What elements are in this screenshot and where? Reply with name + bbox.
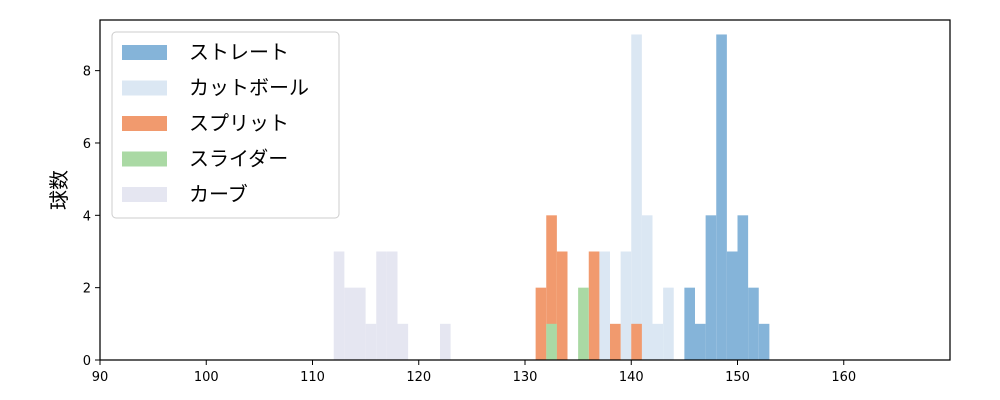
x-tick-label-7: 160	[831, 370, 856, 385]
legend-frame	[111, 31, 340, 219]
bar-2-4	[726, 251, 738, 360]
y-axis: 0 2 4 6 8	[83, 65, 100, 369]
bar-4-0	[546, 323, 557, 360]
y-tick-label-4: 8	[83, 65, 91, 80]
y-tick-label-0: 0	[83, 354, 91, 369]
y-axis-label: 球数	[47, 170, 71, 210]
bars-layer	[333, 34, 770, 361]
x-tick-label-4: 130	[513, 370, 538, 385]
x-tick-label-0: 90	[92, 370, 109, 385]
x-tick-label-2: 110	[300, 370, 325, 385]
legend-label-1: カットボール	[189, 76, 309, 100]
y-tick-label-1: 2	[83, 282, 91, 297]
bar-0-6	[397, 323, 409, 360]
bar-2-5	[737, 215, 749, 360]
legend-swatch-3	[122, 151, 167, 167]
bar-4-1	[578, 287, 589, 360]
bar-2-7	[758, 323, 770, 360]
bar-1-5	[652, 323, 664, 360]
legend-swatch-1	[122, 80, 167, 96]
bar-3-1	[546, 215, 557, 360]
x-axis: 90 100 110 120 130 140 150 160	[92, 360, 856, 385]
bar-3-4	[610, 323, 621, 360]
legend-label-4: カーブ	[189, 182, 248, 206]
bar-0-3	[365, 323, 377, 360]
bar-1-4	[641, 215, 653, 360]
bar-1-1	[599, 251, 610, 360]
bar-2-1	[695, 323, 706, 360]
bar-2-2	[705, 215, 717, 360]
x-tick-label-5: 140	[619, 370, 644, 385]
bar-2-3	[716, 34, 727, 361]
bar-3-3	[588, 251, 600, 360]
bar-2-6	[748, 287, 759, 360]
bar-0-5	[386, 251, 398, 360]
bar-0-1	[344, 287, 355, 360]
y-tick-label-3: 6	[83, 137, 91, 152]
legend-label-2: スプリット	[189, 111, 289, 135]
bar-3-2	[556, 251, 568, 360]
bar-0-4	[376, 251, 387, 360]
bar-2-0	[684, 287, 695, 360]
legend-swatch-2	[122, 116, 167, 131]
bar-3-0	[535, 287, 547, 360]
x-tick-label-1: 100	[194, 370, 219, 385]
legend-label-3: スライダー	[189, 147, 288, 171]
bar-1-6	[663, 287, 674, 360]
legend-label-0: ストレート	[189, 40, 289, 64]
bar-0-0	[333, 251, 345, 360]
bar-1-2	[620, 251, 632, 360]
x-tick-label-3: 120	[406, 370, 431, 385]
bar-3-5	[631, 323, 642, 360]
bar-0-7	[440, 323, 451, 360]
bar-0-2	[355, 287, 366, 360]
x-tick-label-6: 150	[725, 370, 750, 385]
legend-swatch-0	[122, 45, 167, 60]
y-tick-label-2: 4	[83, 209, 91, 224]
bar-1-3	[631, 34, 642, 361]
legend-swatch-4	[122, 187, 167, 202]
